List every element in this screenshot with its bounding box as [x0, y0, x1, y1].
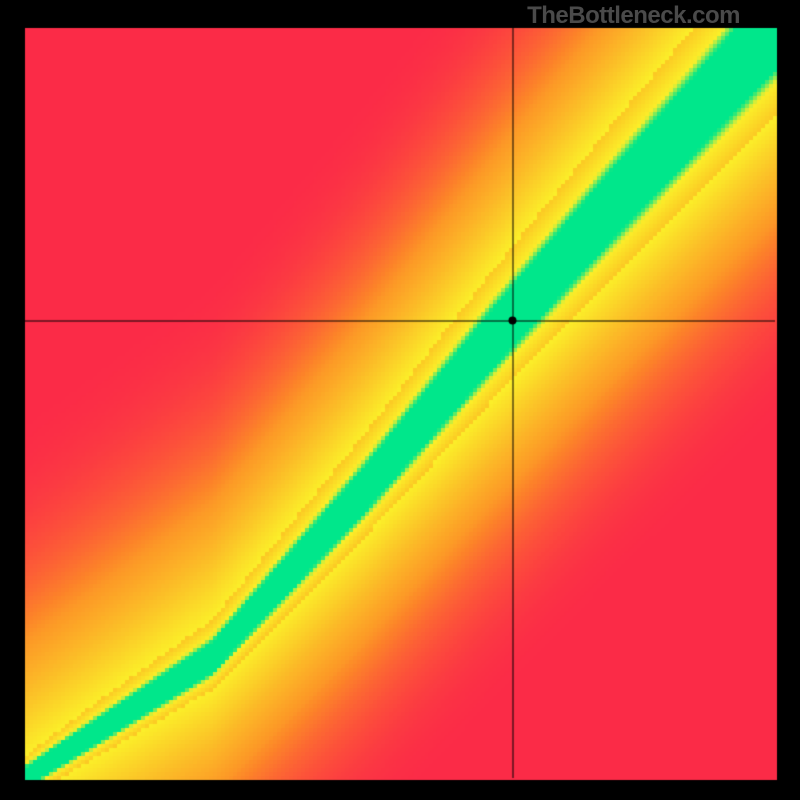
chart-container: TheBottleneck.com — [0, 0, 800, 800]
watermark-text: TheBottleneck.com — [527, 2, 740, 30]
bottleneck-heatmap — [0, 0, 800, 800]
